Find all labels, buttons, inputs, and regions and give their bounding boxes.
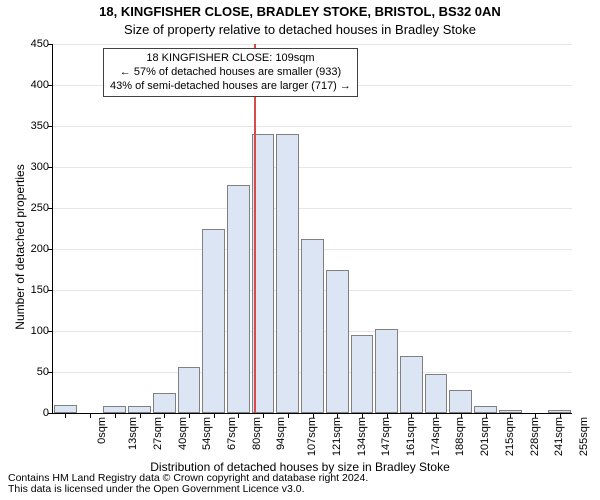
footer-line2: This data is licensed under the Open Gov… xyxy=(8,483,305,495)
histogram-bar xyxy=(276,134,299,413)
y-tick-label: 250 xyxy=(14,202,49,214)
x-tick-label: 67sqm xyxy=(226,417,238,450)
x-tick-label: 94sqm xyxy=(275,417,287,450)
histogram-bar xyxy=(400,356,423,413)
histogram-bar xyxy=(351,335,374,413)
x-tick-mark xyxy=(140,413,141,418)
plot-area: 0501001502002503003504004500sqm13sqm27sq… xyxy=(52,44,572,414)
annotation-line3: 43% of semi-detached houses are larger (… xyxy=(110,80,351,94)
y-tick-label: 350 xyxy=(14,120,49,132)
x-tick-label: 54sqm xyxy=(201,417,213,450)
x-tick-mark xyxy=(313,413,314,418)
x-tick-label: 188sqm xyxy=(454,417,466,456)
x-tick-mark xyxy=(90,413,91,418)
histogram-bar xyxy=(375,329,398,413)
gridline xyxy=(53,44,572,45)
chart-container: 18, KINGFISHER CLOSE, BRADLEY STOKE, BRI… xyxy=(0,0,600,500)
x-tick-label: 134sqm xyxy=(356,417,368,456)
histogram-bar xyxy=(425,374,448,413)
chart-title-address: 18, KINGFISHER CLOSE, BRADLEY STOKE, BRI… xyxy=(0,4,600,19)
x-tick-mark xyxy=(560,413,561,418)
histogram-bar xyxy=(202,229,225,414)
histogram-bar xyxy=(301,239,324,413)
footer-line1: Contains HM Land Registry data © Crown c… xyxy=(8,472,368,484)
histogram-bar xyxy=(326,270,349,413)
x-tick-label: 0sqm xyxy=(96,417,108,444)
y-tick-label: 200 xyxy=(14,243,49,255)
x-tick-mark xyxy=(411,413,412,418)
x-tick-mark xyxy=(436,413,437,418)
x-tick-mark xyxy=(164,413,165,418)
x-tick-label: 107sqm xyxy=(306,417,318,456)
x-tick-label: 13sqm xyxy=(127,417,139,450)
y-tick-label: 400 xyxy=(14,79,49,91)
annotation-line1: 18 KINGFISHER CLOSE: 109sqm xyxy=(110,52,351,66)
x-tick-label: 255sqm xyxy=(578,417,590,456)
annotation-line2: ← 57% of detached houses are smaller (93… xyxy=(110,66,351,80)
x-tick-label: 161sqm xyxy=(405,417,417,456)
x-tick-label: 174sqm xyxy=(430,417,442,456)
histogram-bar xyxy=(227,185,250,413)
gridline xyxy=(53,126,572,127)
x-tick-mark xyxy=(362,413,363,418)
y-tick-label: 450 xyxy=(14,38,49,50)
x-tick-mark xyxy=(288,413,289,418)
y-tick-label: 50 xyxy=(14,366,49,378)
x-tick-label: 121sqm xyxy=(331,417,343,456)
x-tick-label: 147sqm xyxy=(380,417,392,456)
y-tick-label: 300 xyxy=(14,161,49,173)
x-tick-mark xyxy=(461,413,462,418)
y-tick-label: 150 xyxy=(14,284,49,296)
footer-attribution: Contains HM Land Registry data © Crown c… xyxy=(8,473,368,496)
x-tick-label: 27sqm xyxy=(152,417,164,450)
histogram-bar xyxy=(153,393,176,413)
x-tick-mark xyxy=(189,413,190,418)
x-tick-label: 80sqm xyxy=(251,417,263,450)
gridline xyxy=(53,208,572,209)
x-tick-mark xyxy=(238,413,239,418)
x-tick-label: 201sqm xyxy=(479,417,491,456)
x-tick-label: 241sqm xyxy=(553,417,565,456)
annotation-box: 18 KINGFISHER CLOSE: 109sqm ← 57% of det… xyxy=(103,48,358,97)
x-tick-mark xyxy=(214,413,215,418)
x-tick-label: 40sqm xyxy=(177,417,189,450)
y-tick-label: 0 xyxy=(14,407,49,419)
x-tick-mark xyxy=(387,413,388,418)
x-tick-label: 215sqm xyxy=(504,417,516,456)
property-marker-line xyxy=(254,44,256,413)
x-tick-mark xyxy=(510,413,511,418)
gridline xyxy=(53,167,572,168)
x-tick-mark xyxy=(337,413,338,418)
x-tick-mark xyxy=(535,413,536,418)
x-tick-mark xyxy=(115,413,116,418)
x-tick-mark xyxy=(486,413,487,418)
x-tick-mark xyxy=(263,413,264,418)
x-tick-mark xyxy=(65,413,66,418)
x-tick-label: 228sqm xyxy=(529,417,541,456)
y-tick-label: 100 xyxy=(14,325,49,337)
histogram-bar xyxy=(54,405,77,413)
histogram-bar xyxy=(449,390,472,413)
histogram-bar xyxy=(178,367,201,413)
chart-subtitle: Size of property relative to detached ho… xyxy=(0,22,600,37)
